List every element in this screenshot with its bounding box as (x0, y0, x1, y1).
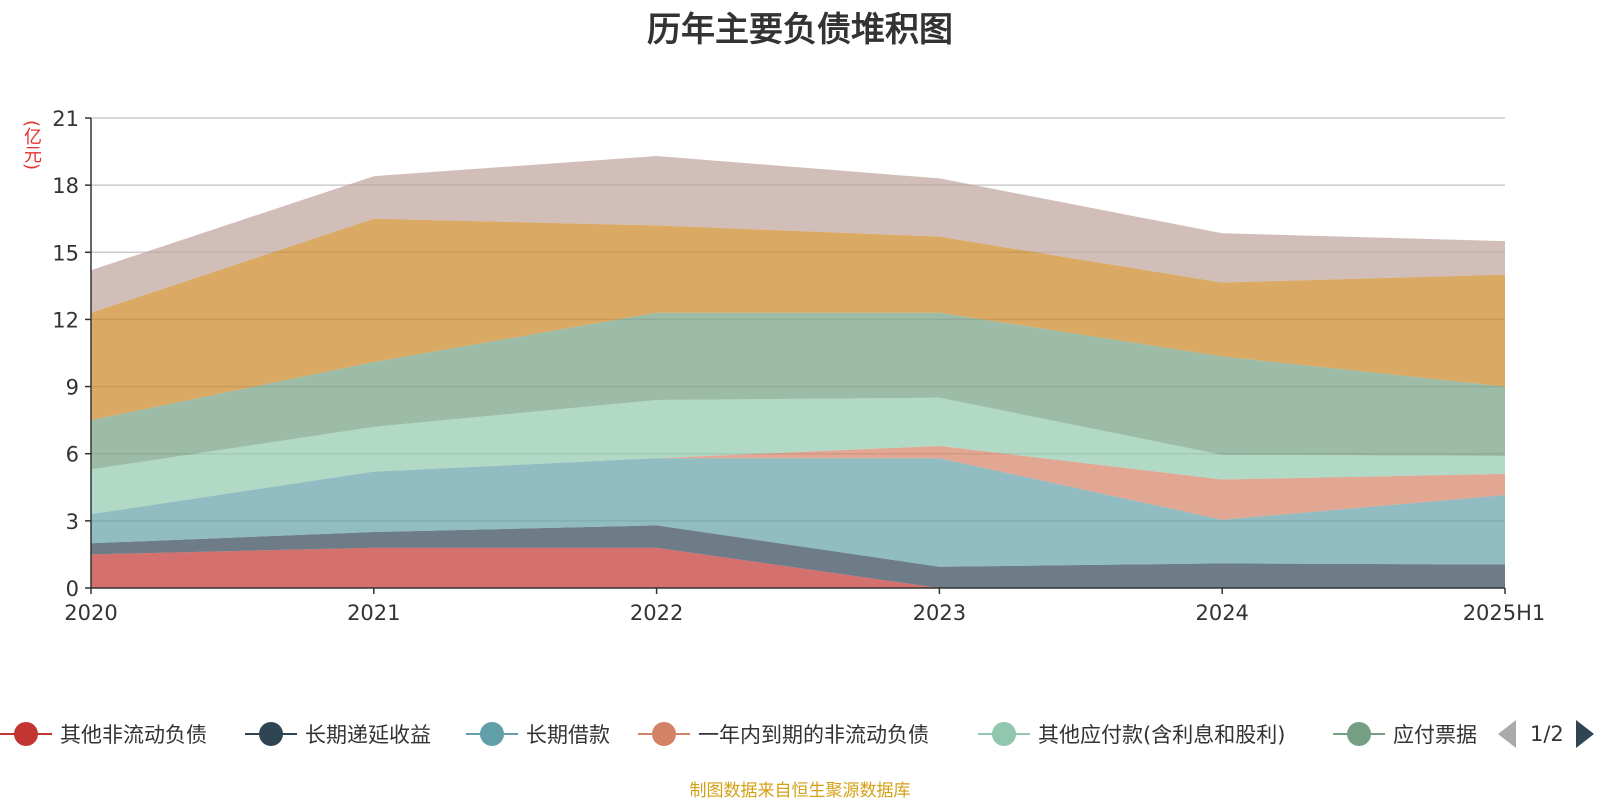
legend-item[interactable]: 长期递延收益 (245, 714, 431, 754)
x-tick-label: 2023 (913, 601, 966, 625)
legend-label: 其他非流动负债 (60, 723, 207, 747)
axes: 0 3 6 9 12 15 18 21 2020 2021 2022 2023 2024 2025H1 (52, 107, 1545, 625)
legend-marker-icon (638, 722, 690, 746)
legend-item[interactable]: 一年内到期的非流动负债 (638, 714, 929, 754)
area-series-4[interactable] (91, 445, 1505, 520)
x-tick-label: 2024 (1195, 601, 1248, 625)
stacked-area-chart: 0 3 6 9 12 15 18 21 2020 2021 2022 2023 2024 2025H1 (52, 107, 1545, 625)
legend-label: 一年内到期的非流动负债 (698, 723, 929, 747)
area-series-8[interactable] (91, 156, 1505, 313)
area-series-3[interactable] (91, 458, 1505, 567)
x-tick-label: 2022 (630, 601, 683, 625)
legend-next-page-icon[interactable] (1575, 720, 1594, 748)
y-tick-label: 6 (66, 443, 79, 467)
y-tick-label: 15 (52, 241, 79, 265)
legend-label: 长期递延收益 (305, 723, 431, 747)
y-tick-label: 12 (52, 308, 79, 332)
x-tick-label: 2021 (347, 601, 400, 625)
area-series-5[interactable] (91, 397, 1505, 515)
legend-item[interactable]: 长期借款 (466, 714, 610, 754)
legend-item[interactable]: 应付票据 (1333, 714, 1477, 754)
legend-item[interactable]: 其他应付款(含利息和股利) (978, 714, 1285, 754)
legend-marker-icon (0, 722, 52, 746)
area-series-6[interactable] (91, 312, 1505, 470)
chart-title: 历年主要负债堆积图 (647, 10, 953, 50)
x-tick-label: 2020 (64, 601, 117, 625)
y-tick-label: 21 (52, 107, 79, 131)
legend-marker-icon (245, 722, 297, 746)
legend-label: 长期借款 (526, 723, 610, 747)
legend-marker-icon (1333, 722, 1385, 746)
area-series-2[interactable] (91, 525, 1505, 588)
y-tick-label: 9 (66, 376, 79, 400)
legend: 其他非流动负债 长期递延收益 长期借款 一年内到期的非流动负债 其他应付款(含利息和股利… (0, 714, 1600, 754)
y-tick-label: 3 (66, 510, 79, 534)
area-series-group (91, 156, 1505, 588)
area-series-7[interactable] (91, 218, 1505, 421)
legend-prev-page-icon[interactable] (1498, 720, 1516, 748)
legend-label: 其他应付款(含利息和股利) (1038, 723, 1286, 747)
source-note: 制图数据来自恒生聚源数据库 (689, 781, 911, 801)
legend-marker-icon (978, 722, 1030, 746)
legend-item[interactable]: 其他非流动负债 (0, 714, 207, 754)
legend-page-indicator: 1/2 (1530, 722, 1564, 746)
legend-marker-icon (466, 722, 518, 746)
y-axis-unit-label: (亿元) (21, 120, 42, 171)
y-tick-label: 0 (66, 577, 79, 601)
legend-label: 应付票据 (1393, 723, 1477, 747)
area-series-1[interactable] (91, 547, 1505, 588)
x-tick-label: 2025H1 (1463, 601, 1546, 625)
legend-pager: 1/2 (1498, 714, 1600, 754)
y-tick-label: 18 (52, 174, 79, 198)
